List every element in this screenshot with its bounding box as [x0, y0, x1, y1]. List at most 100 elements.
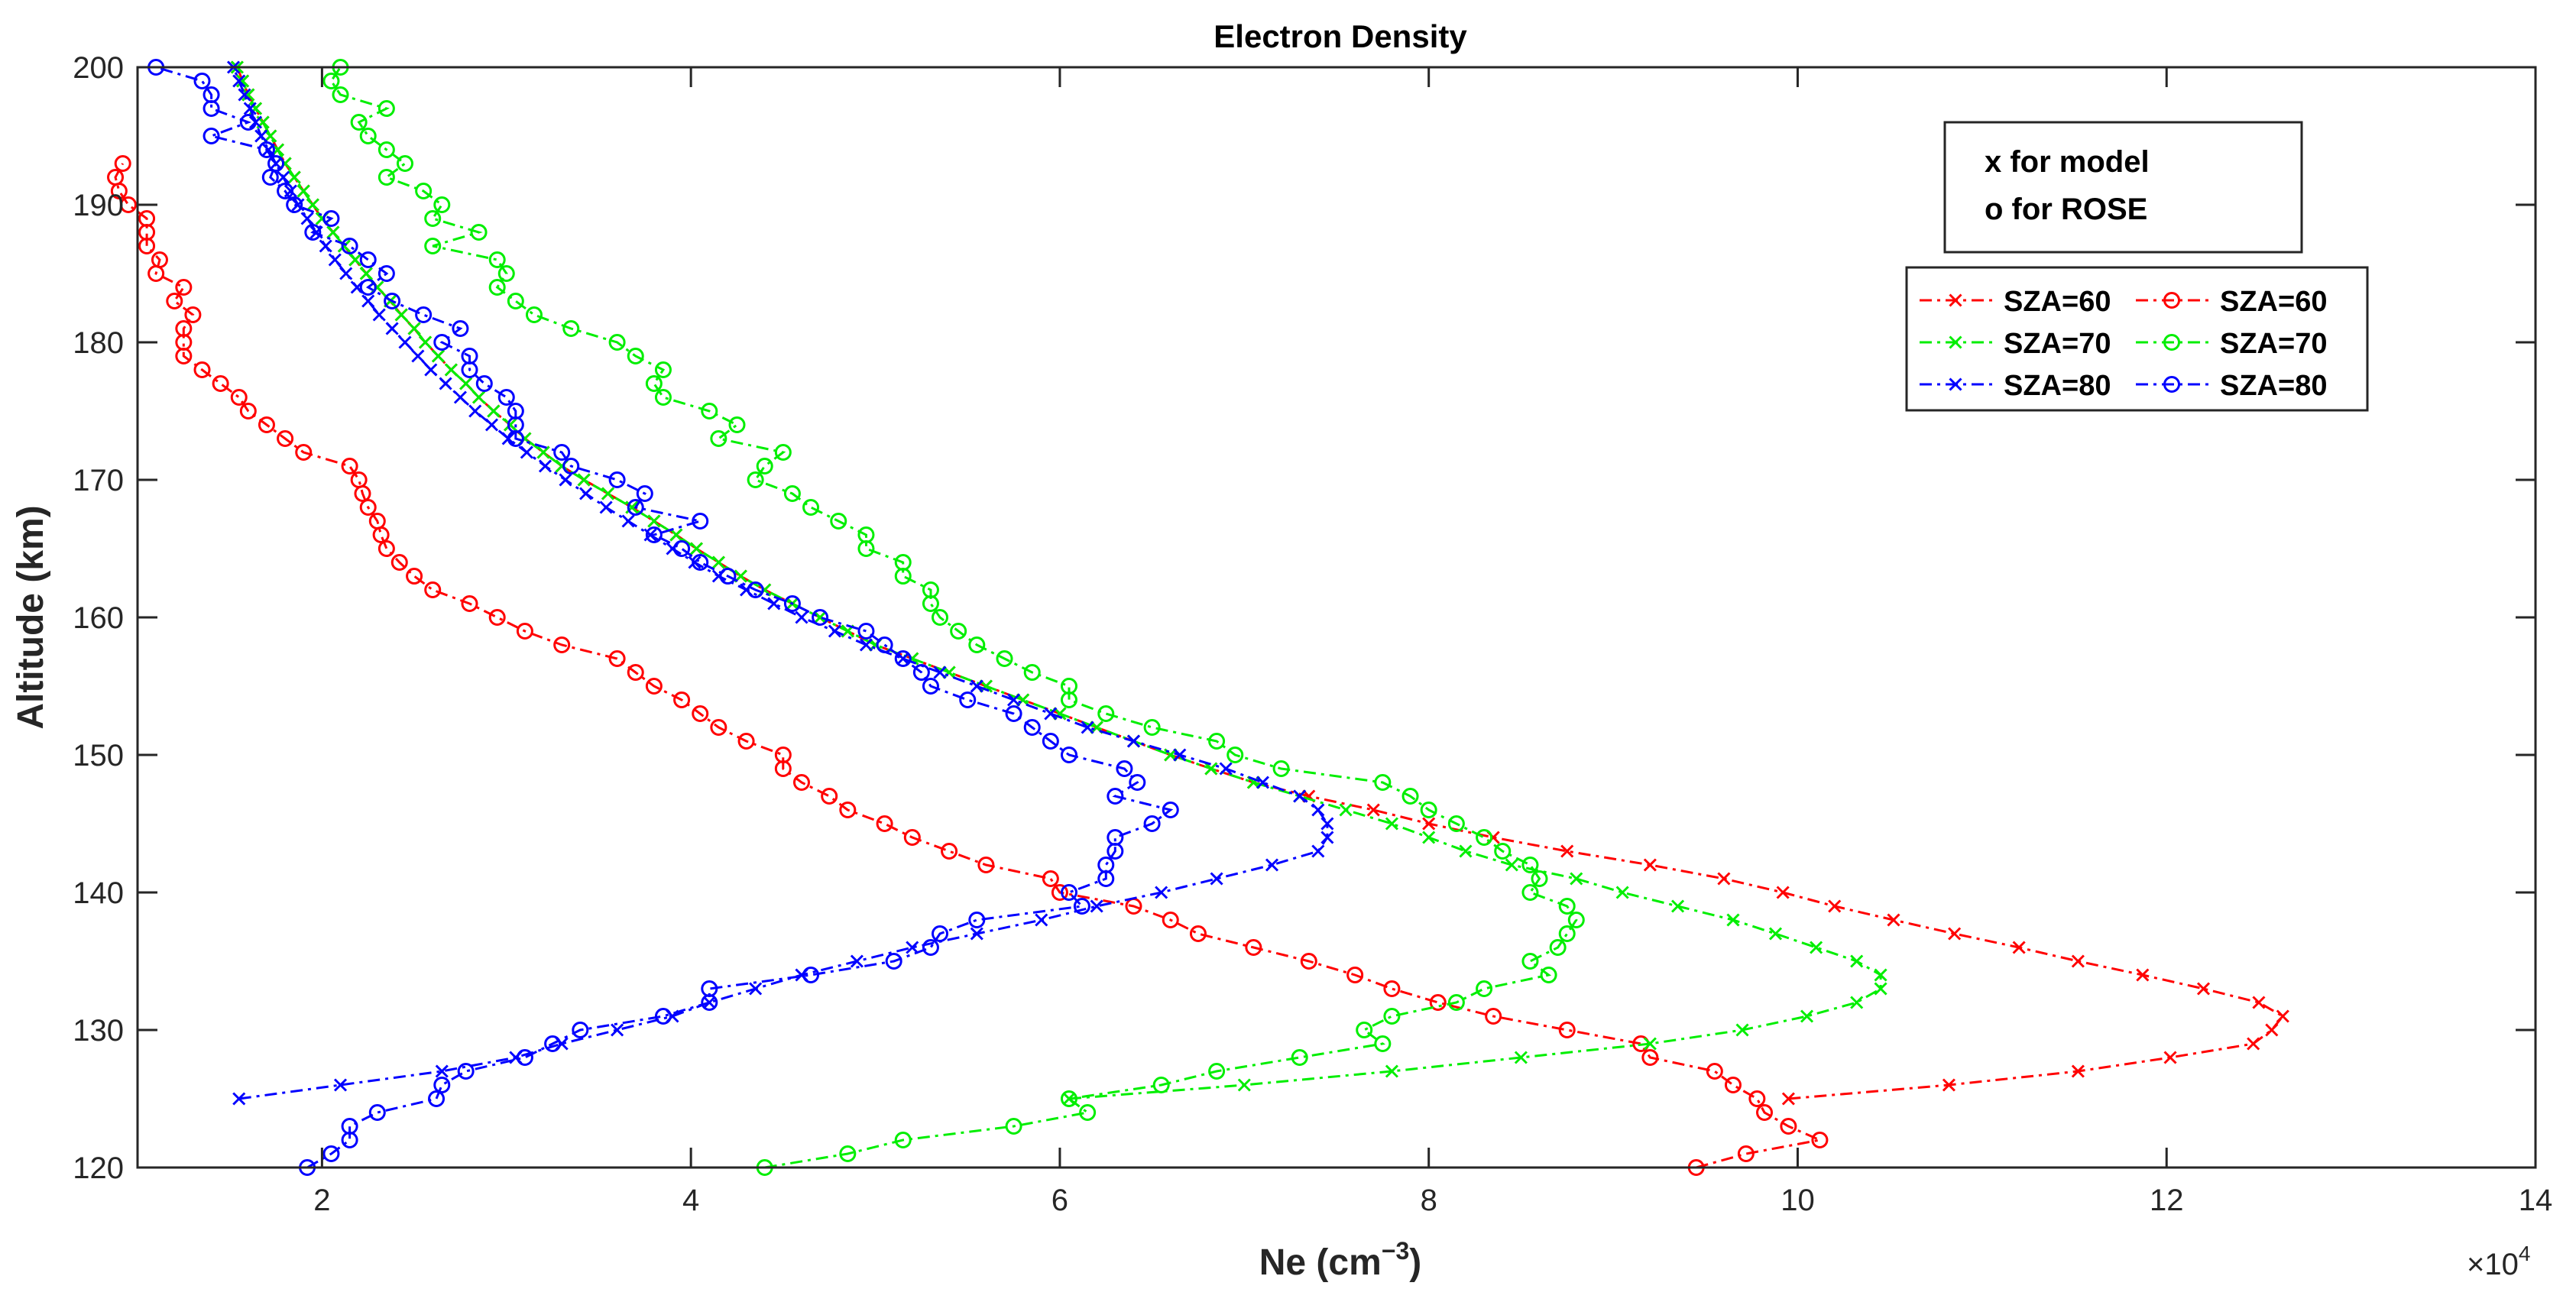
- series-sza80-rose-line: [155, 66, 1174, 1169]
- data-point: [1023, 664, 1041, 681]
- data-point: [435, 1064, 449, 1078]
- data-point: [1208, 1063, 1226, 1080]
- data-point: [407, 322, 421, 335]
- data-point: [850, 954, 864, 968]
- y-tick-label: 130: [73, 1014, 124, 1048]
- data-point: [1007, 693, 1021, 707]
- data-point: [673, 540, 691, 557]
- data-point: [1514, 1051, 1528, 1064]
- data-point: [1005, 1118, 1022, 1135]
- data-point: [627, 664, 644, 681]
- series-sza70-rose: [322, 59, 1585, 1176]
- y-tick-label: 190: [73, 189, 124, 222]
- data-point: [424, 238, 442, 254]
- legend-entry: SZA=70: [2136, 328, 2327, 360]
- data-point: [599, 500, 613, 514]
- data-point: [322, 73, 340, 89]
- data-point: [1850, 954, 1864, 968]
- x-tick-label: 4: [682, 1184, 699, 1217]
- data-point: [654, 389, 672, 406]
- data-point: [906, 941, 919, 954]
- data-point: [1320, 831, 1334, 844]
- data-point: [611, 1023, 624, 1037]
- x-axis-label-close: ): [1409, 1242, 1421, 1283]
- data-point: [1540, 967, 1557, 983]
- data-point: [1265, 858, 1279, 872]
- data-point: [459, 377, 473, 390]
- data-point: [1042, 870, 1059, 887]
- data-point: [525, 306, 543, 323]
- x-multiplier-base: ×10: [2467, 1248, 2519, 1281]
- data-point: [385, 322, 399, 335]
- x-tick-label: 6: [1051, 1184, 1068, 1217]
- data-point: [1567, 912, 1585, 928]
- data-point: [300, 212, 314, 225]
- data-point: [2071, 954, 2085, 968]
- data-point: [277, 183, 294, 199]
- data-point: [795, 611, 808, 624]
- data-point: [1459, 844, 1473, 858]
- data-point: [1237, 1078, 1251, 1092]
- data-point: [377, 540, 395, 557]
- data-point: [688, 555, 702, 569]
- data-point: [2163, 1051, 2177, 1064]
- data-point: [1558, 898, 1576, 915]
- data-point: [579, 487, 593, 500]
- legend-frame: [1905, 266, 2369, 412]
- data-point: [1447, 994, 1465, 1011]
- data-point: [304, 224, 322, 241]
- data-point: [1293, 789, 1307, 803]
- data-point: [377, 169, 395, 186]
- data-point: [507, 293, 524, 309]
- data-point: [1060, 884, 1077, 901]
- data-point: [627, 499, 644, 516]
- data-point: [1383, 1008, 1401, 1025]
- data-point: [453, 390, 467, 404]
- legend-label: SZA=70: [2220, 328, 2327, 360]
- data-point: [689, 542, 703, 555]
- data-point: [774, 444, 792, 461]
- data-point: [669, 528, 683, 542]
- data-point: [203, 128, 220, 144]
- data-point: [654, 361, 672, 378]
- data-point: [166, 293, 183, 309]
- data-point: [1643, 1037, 1657, 1051]
- data-point: [243, 102, 257, 115]
- data-point: [857, 526, 875, 543]
- data-point: [608, 650, 626, 667]
- data-point: [193, 73, 211, 89]
- data-point: [114, 155, 131, 172]
- data-point: [876, 815, 893, 832]
- data-point: [212, 375, 229, 392]
- legend-label: SZA=70: [2004, 328, 2111, 360]
- legend-marker: [2163, 376, 2180, 393]
- legend-entry: SZA=60: [1920, 286, 2111, 318]
- data-point: [1320, 817, 1334, 831]
- data-point: [488, 609, 506, 626]
- legend-marker: [1949, 335, 1962, 349]
- data-point: [737, 733, 755, 750]
- data-point: [2071, 1064, 2085, 1078]
- data-point: [267, 155, 285, 172]
- data-point: [1531, 870, 1548, 887]
- data-point: [1776, 886, 1790, 899]
- data-point: [577, 473, 591, 487]
- data-point: [645, 375, 663, 392]
- data-point: [749, 982, 763, 996]
- data-point: [812, 609, 829, 626]
- data-point: [1044, 707, 1058, 721]
- data-point: [475, 375, 493, 392]
- data-point: [1051, 884, 1068, 901]
- data-point: [232, 1092, 246, 1106]
- data-point: [647, 514, 661, 528]
- data-point: [359, 128, 377, 144]
- data-point: [350, 114, 368, 131]
- legend-entry: SZA=80: [1920, 370, 2111, 402]
- data-point: [1107, 829, 1124, 846]
- data-point: [203, 86, 220, 103]
- data-point: [254, 129, 268, 143]
- data-point: [341, 1118, 358, 1135]
- data-point: [968, 636, 986, 653]
- data-point: [507, 403, 524, 419]
- data-point: [1208, 733, 1226, 750]
